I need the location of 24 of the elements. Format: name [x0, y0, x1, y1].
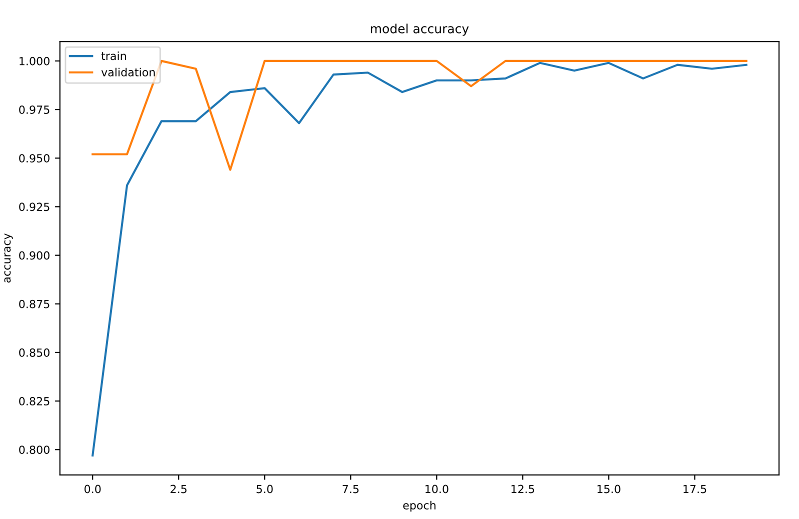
y-tick-label: 0.975	[19, 106, 50, 114]
x-tick-label: 5.0	[256, 484, 273, 494]
y-tick-label: 0.950	[19, 154, 50, 162]
y-axis-title: accuracy	[4, 233, 13, 283]
x-tick-label: 17.5	[684, 484, 706, 494]
line-series	[92, 60, 748, 171]
y-tick-label: 0.850	[19, 348, 50, 357]
y-tick-label: 1.000	[20, 56, 50, 66]
x-tick-label: 0.0	[84, 484, 101, 494]
line-series	[92, 62, 748, 456]
x-tick-label: 10.0	[426, 484, 448, 494]
x-tick-label: 12.5	[512, 484, 534, 494]
y-tick-label: 0.825	[19, 397, 50, 406]
x-axis-title: epoch	[403, 500, 436, 512]
y-tick-label: 0.900	[19, 251, 50, 260]
y-tick-label: 0.800	[19, 446, 50, 454]
legend-label: validation	[101, 68, 155, 76]
chart-title: model accuracy	[370, 24, 469, 36]
x-tick-label: 15.0	[598, 484, 620, 494]
y-tick-label: 0.925	[19, 202, 50, 212]
x-tick-label: 2.5	[170, 484, 186, 494]
legend-label: train	[101, 52, 126, 60]
x-tick-label: 7.5	[342, 484, 359, 494]
y-tick-label: 0.875	[19, 300, 50, 308]
